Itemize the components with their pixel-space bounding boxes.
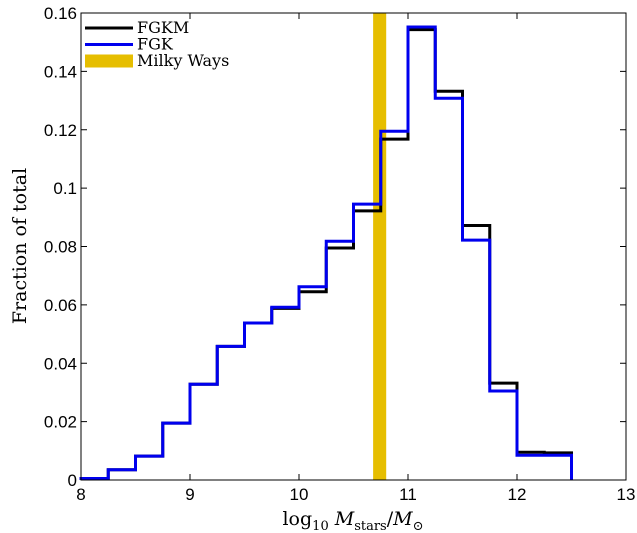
y-axis-title: Fraction of total	[9, 168, 31, 324]
x-axis-title-sun-subscript: ⊙	[413, 519, 424, 533]
x-axis-title-log: log	[282, 508, 312, 530]
series-line-fgk	[79, 25, 573, 481]
ticks-layer: 8 9 10 11 12 13 0 0.02 0.04 0.06 0.08 0.1 0.12 0.14 0.…	[44, 4, 636, 504]
series-layer	[79, 25, 573, 481]
y-tick-label: 0.12	[44, 121, 77, 140]
x-tick-label: 10	[290, 485, 309, 504]
legend-label-fgkm: FGKM	[137, 18, 189, 37]
y-tick-label: 0.08	[44, 238, 77, 257]
x-tick-label: 9	[185, 485, 194, 504]
y-tick-label: 0.1	[53, 179, 77, 198]
x-axis-title-log-subscript: 10	[312, 519, 329, 533]
y-tick-label: 0.04	[44, 354, 77, 373]
x-axis-title-slash: /	[387, 508, 394, 530]
y-tick-label: 0.06	[44, 296, 77, 315]
x-tick-label: 8	[76, 485, 85, 504]
x-axis-title: log10 Mstars/M⊙	[282, 508, 423, 533]
legend-label-milky-ways: Milky Ways	[137, 51, 229, 70]
y-tick-label: 0.14	[44, 62, 77, 81]
y-tick-label: 0	[68, 471, 77, 490]
x-axis-title-m: M	[334, 508, 355, 530]
y-tick-label: 0.02	[44, 413, 77, 432]
milky-ways-band-layer	[373, 13, 387, 480]
y-tick-label: 0.16	[44, 4, 77, 23]
x-axis-title-stars-subscript: stars	[354, 519, 387, 533]
x-axis-title-msun: M	[392, 508, 413, 530]
x-tick-label: 12	[508, 485, 527, 504]
milky-ways-band	[373, 13, 387, 480]
x-tick-label: 13	[617, 485, 636, 504]
legend-label-fgk: FGK	[137, 35, 174, 54]
x-tick-label: 11	[399, 485, 417, 504]
